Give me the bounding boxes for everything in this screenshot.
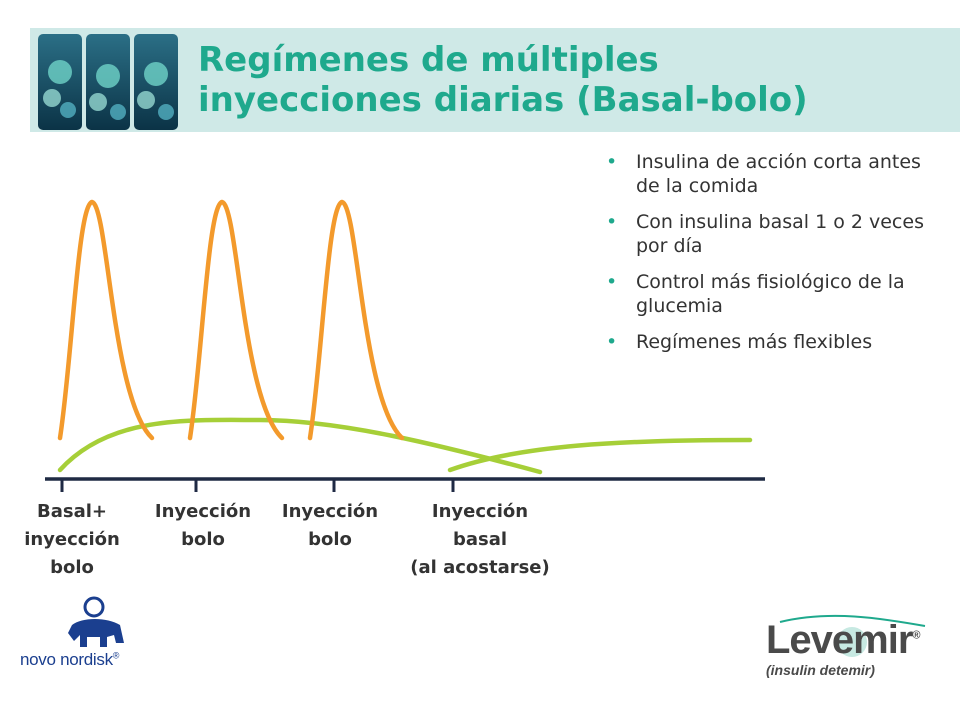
bolus-curve-1 bbox=[57, 199, 155, 441]
bullet-item: • Control más fisiológico de la glucemia bbox=[598, 270, 943, 318]
axis-label-bolus-1: Inyección bolo bbox=[154, 501, 252, 550]
levemir-subtitle: (insulin detemir) bbox=[766, 662, 875, 678]
title-banner bbox=[30, 28, 960, 132]
page-title: Regímenes de múltiples inyecciones diari… bbox=[198, 40, 938, 120]
bullet-dot-icon: • bbox=[606, 331, 618, 353]
insulin-profile-diagram bbox=[45, 199, 765, 492]
bullet-text: Regímenes más flexibles bbox=[636, 331, 873, 353]
axis-label-basal-bolus: Basal+ inyección bolo bbox=[24, 501, 120, 578]
bullet-list: • Insulina de acción corta antes de la co… bbox=[598, 150, 943, 366]
basal-curve-2 bbox=[447, 437, 753, 473]
bullet-item: • Regímenes más flexibles bbox=[598, 330, 943, 354]
axis-label-bolus-2: Inyección bolo bbox=[281, 501, 379, 550]
bullet-item: • Con insulina basal 1 o 2 veces por día bbox=[598, 210, 943, 258]
levemir-logo-icon bbox=[779, 614, 926, 657]
basal-curve-1 bbox=[57, 417, 543, 475]
novo-nordisk-logo-text: novo nordisk® bbox=[20, 650, 120, 669]
bullet-dot-icon: • bbox=[606, 211, 618, 233]
apis-bull-icon bbox=[68, 596, 124, 647]
title-line-1: Regímenes de múltiples bbox=[198, 40, 659, 80]
bullet-text: Control más fisiológico de la glucemia bbox=[636, 271, 905, 317]
bullet-text: Con insulina basal 1 o 2 veces por día bbox=[636, 211, 924, 257]
bullet-dot-icon: • bbox=[606, 271, 618, 293]
title-line-2: inyecciones diarias (Basal-bolo) bbox=[198, 80, 808, 120]
bolus-curve-2 bbox=[187, 199, 285, 441]
bullet-dot-icon: • bbox=[606, 151, 618, 173]
bullet-item: • Insulina de acción corta antes de la co… bbox=[598, 150, 943, 198]
levemir-logo-text: Levemir® bbox=[766, 618, 921, 662]
bullet-text: Insulina de acción corta antes de la com… bbox=[636, 151, 921, 197]
bolus-curve-3 bbox=[307, 199, 405, 441]
axis-label-basal-bedtime: Inyección basal (al acostarse) bbox=[410, 501, 550, 578]
insulin-crystal-thumbnails-icon bbox=[38, 34, 178, 130]
